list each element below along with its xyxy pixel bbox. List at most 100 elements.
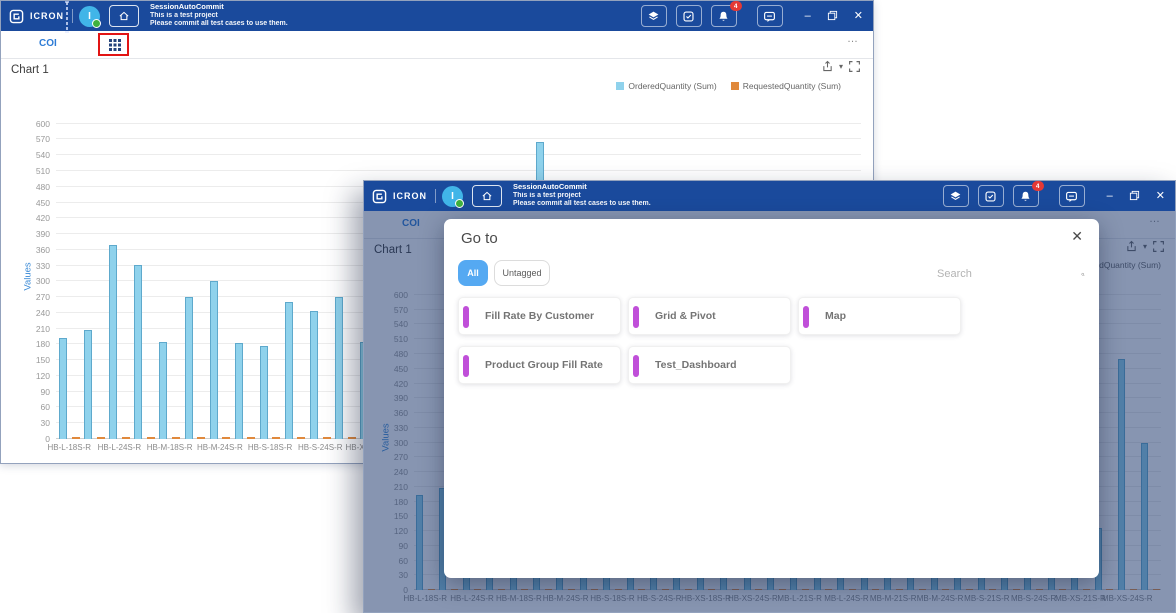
tasks-button[interactable] [676, 5, 702, 27]
y-tick-label: 120 [10, 371, 50, 381]
y-tick-label: 600 [10, 119, 50, 129]
y-tick-label: 270 [10, 292, 50, 302]
search-input[interactable] [935, 267, 1081, 281]
avatar-letter: I [88, 11, 91, 22]
bar-requested-quantity [147, 437, 155, 439]
y-tick-label: 360 [10, 245, 50, 255]
close-button[interactable]: ✕ [854, 11, 863, 21]
card-label: Grid & Pivot [629, 298, 790, 334]
minimize-button[interactable]: – [1107, 191, 1113, 201]
y-tick-label: 60 [10, 402, 50, 412]
bell-icon [717, 10, 730, 23]
card-label: Product Group Fill Rate [459, 347, 620, 383]
legend-item-requested[interactable]: RequestedQuantity (Sum) [731, 81, 841, 91]
bar-ordered-quantity [59, 338, 67, 439]
bar-ordered-quantity [210, 281, 218, 439]
bar-requested-quantity [197, 437, 205, 439]
bar-requested-quantity [222, 437, 230, 439]
bar-requested-quantity [247, 437, 255, 439]
chart-tools: ▾ [821, 60, 861, 73]
chat-button[interactable] [1059, 185, 1085, 207]
divider [435, 189, 436, 203]
bar-requested-quantity [297, 437, 305, 439]
dashboard-card[interactable]: Test_Dashboard [628, 346, 791, 384]
card-accent-bar [803, 306, 809, 328]
project-info: SessionAutoCommit This is a test project… [513, 183, 651, 209]
card-label: Test_Dashboard [629, 347, 790, 383]
minimize-button[interactable]: – [805, 11, 811, 21]
more-button[interactable]: … [847, 33, 859, 45]
title-bar: ICRON I SessionAutoCommit This is a test… [364, 181, 1175, 211]
y-tick-label: 480 [10, 182, 50, 192]
legend-item-ordered[interactable]: OrderedQuantity (Sum) [616, 81, 716, 91]
bar-requested-quantity [272, 437, 280, 439]
legend-swatch-requested [731, 82, 739, 90]
fullscreen-button[interactable] [848, 60, 861, 73]
y-tick-label: 90 [10, 387, 50, 397]
icron-logo-icon [372, 189, 387, 204]
y-tick-label: 150 [10, 355, 50, 365]
tab-bar: COI … [1, 31, 873, 59]
bar-ordered-quantity [84, 330, 92, 439]
restore-button[interactable] [827, 10, 838, 23]
export-caret[interactable]: ▾ [839, 62, 843, 71]
notifications-button[interactable]: 4 [1013, 185, 1039, 207]
legend-label: RequestedQuantity (Sum) [743, 81, 841, 91]
card-accent-bar [463, 306, 469, 328]
dashboard-card[interactable]: Fill Rate By Customer [458, 297, 621, 335]
chat-icon [1065, 190, 1078, 203]
notifications-button[interactable]: 4 [711, 5, 737, 27]
layers-button[interactable] [943, 185, 969, 207]
chart-title: Chart 1 [11, 64, 49, 76]
y-tick-label: 390 [10, 229, 50, 239]
modal-title: Go to [461, 230, 498, 247]
bar-ordered-quantity [335, 297, 343, 439]
bar-requested-quantity [348, 437, 356, 439]
close-button[interactable]: ✕ [1156, 191, 1165, 201]
project-name: SessionAutoCommit [150, 3, 288, 12]
restore-button[interactable] [1129, 190, 1140, 203]
layers-button[interactable] [641, 5, 667, 27]
bar-ordered-quantity [159, 342, 167, 439]
notification-badge: 4 [1032, 181, 1044, 191]
project-subtitle: This is a test project [513, 192, 651, 201]
y-tick-label: 420 [10, 213, 50, 223]
filter-chip-all[interactable]: All [458, 260, 488, 286]
y-tick-label: 300 [10, 276, 50, 286]
home-icon [481, 190, 493, 202]
y-tick-label: 510 [10, 166, 50, 176]
chat-icon [763, 10, 776, 23]
task-check-icon [984, 190, 997, 203]
project-note: Please commit all test cases to use them… [513, 200, 651, 209]
home-button[interactable] [472, 185, 502, 207]
grid-line [56, 138, 861, 139]
dashboard-cards: Fill Rate By CustomerGrid & PivotMap Prod… [458, 297, 1085, 395]
icron-logo-icon [9, 9, 24, 24]
bar-ordered-quantity [310, 311, 318, 439]
bar-ordered-quantity [134, 265, 142, 439]
user-avatar[interactable]: I [442, 186, 463, 207]
user-avatar[interactable]: I [79, 6, 100, 27]
search-box [935, 261, 1085, 287]
modal-close-button[interactable]: ✕ [1071, 228, 1083, 245]
bar-ordered-quantity [260, 346, 268, 439]
dashboard-card[interactable]: Product Group Fill Rate [458, 346, 621, 384]
filter-chip-untagged[interactable]: Untagged [494, 260, 550, 286]
chat-button[interactable] [757, 5, 783, 27]
home-button[interactable] [109, 5, 139, 27]
app-name: ICRON [393, 191, 427, 201]
app-name: ICRON [30, 11, 64, 21]
notification-badge: 4 [730, 1, 742, 11]
tasks-button[interactable] [978, 185, 1004, 207]
y-tick-label: 330 [10, 261, 50, 271]
legend-swatch-ordered [616, 82, 624, 90]
avatar-status-badge [92, 19, 101, 28]
tab-coi[interactable]: COI [39, 38, 57, 49]
bell-icon [1019, 190, 1032, 203]
dashboard-card[interactable]: Grid & Pivot [628, 297, 791, 335]
title-bar: ICRON I SessionAutoCommit This is a test… [1, 1, 873, 31]
dashboard-card[interactable]: Map [798, 297, 961, 335]
titlebar-toolbar: 4 – ✕ [934, 185, 1175, 207]
project-info: SessionAutoCommit This is a test project… [150, 3, 288, 29]
export-button[interactable] [821, 60, 834, 73]
